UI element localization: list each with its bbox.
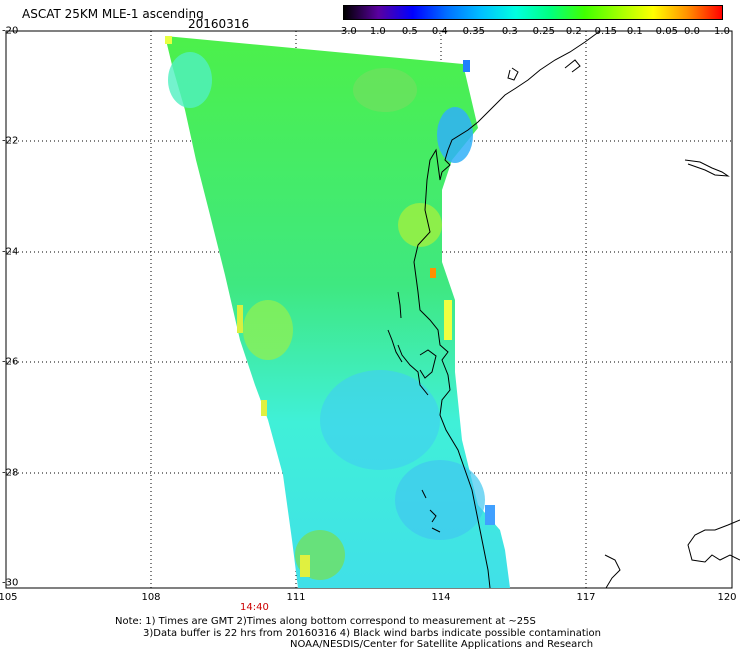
lon-label: 120 (717, 592, 737, 603)
swath-patch-yellowgreen (398, 203, 442, 247)
colorbar (343, 5, 723, 20)
swath-pixel-yellow (237, 305, 243, 333)
rottnest-island (429, 509, 437, 523)
lon-label: 108 (141, 592, 161, 603)
houtman-abrolhos (421, 489, 427, 499)
barrow-island (507, 67, 519, 81)
garden-island (431, 527, 441, 533)
swath-pixel-orange (430, 268, 436, 278)
coastline-west-australia (413, 30, 601, 589)
data-swath (165, 36, 510, 588)
swath-patch-yellowgreen (243, 300, 293, 360)
lat-label: -30 (2, 577, 19, 589)
note-line-1: Note: 1) Times are GMT 2)Times along bot… (115, 616, 536, 627)
shark-bay-inlet (397, 344, 429, 396)
swath-patch-blue (437, 107, 473, 163)
swath-pixel-yellow (300, 555, 310, 577)
swath-patch-lightblue (395, 460, 485, 540)
coastline (387, 30, 740, 589)
lat-label: -26 (2, 356, 19, 368)
pass-time-label: 14:40 (240, 602, 269, 613)
kimberley-coast (604, 554, 621, 589)
map-title: ASCAT 25KM MLE-1 ascending (22, 7, 204, 21)
lat-label: -28 (2, 467, 19, 479)
kimberley-island (684, 159, 730, 177)
lon-label: 117 (576, 592, 596, 603)
note-line-3: NOAA/NESDIS/Center for Satellite Applica… (290, 639, 594, 650)
lon-label: 105 (0, 592, 18, 603)
swath-pixel-blue (463, 60, 470, 72)
swath-pixel-yellow (165, 36, 172, 44)
lat-label: -24 (2, 246, 19, 258)
lat-label: -20 (2, 25, 19, 37)
bernier-island (397, 291, 402, 319)
lat-label: -22 (2, 135, 19, 147)
nt-coast (687, 519, 740, 563)
map-date: 20160316 (188, 17, 250, 31)
lon-label: 114 (431, 592, 451, 603)
swath-patch-lightblue (320, 370, 440, 470)
montebello-islands (564, 59, 581, 73)
swath-patch-green (353, 68, 417, 112)
swath-pixel-yellow (444, 300, 452, 340)
shark-bay-peninsula (419, 349, 437, 379)
lon-label: 111 (286, 592, 306, 603)
swath-patch-cyan (168, 52, 212, 108)
dirk-hartog-island (387, 329, 403, 363)
swath-pixel-yellow (261, 400, 267, 416)
swath-pixel-blue (485, 505, 495, 525)
note-line-2: 3)Data buffer is 22 hrs from 20160316 4)… (143, 628, 601, 639)
